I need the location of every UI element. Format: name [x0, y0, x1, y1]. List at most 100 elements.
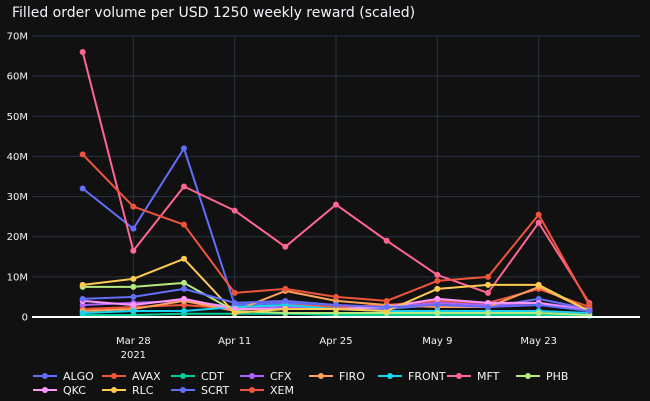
data-point-rlc: [485, 281, 491, 288]
legend-marker-front: [387, 373, 393, 379]
axes: 0 10M 20M 30M 40M 50M 60M 70M Mar 28 2021 Apr 11 Ap…: [7, 32, 640, 361]
data-point-phb: [535, 309, 542, 316]
legend-label-phb: PHB: [546, 370, 568, 383]
legend-item-qkc[interactable]: QKC: [33, 384, 86, 397]
legend[interactable]: ALGO AVAX CDT CFX FIRO FRONT MFT PHB QKC RLC SCRT X…: [33, 370, 568, 397]
data-point-algo: [181, 145, 187, 152]
legend-marker-scrt: [180, 387, 186, 393]
legend-marker-rlc: [111, 387, 117, 393]
legend-marker-qkc: [42, 387, 48, 393]
data-point-scrt: [434, 301, 441, 308]
data-point-xem: [79, 151, 86, 158]
legend-label-firo: FIRO: [339, 370, 365, 383]
data-point-scrt: [79, 295, 86, 302]
data-point-rlc: [434, 285, 441, 292]
legend-marker-phb: [525, 373, 531, 379]
data-point-phb: [485, 309, 491, 316]
data-point-qkc: [181, 295, 187, 302]
data-point-mft: [181, 183, 187, 190]
data-point-mft: [383, 237, 390, 244]
data-point-phb: [130, 283, 137, 290]
legend-item-firo[interactable]: FIRO: [309, 370, 365, 383]
series-scrt: [79, 285, 593, 314]
chart-title: Filled order volume per USD 1250 weekly …: [12, 5, 415, 21]
data-point-front: [181, 307, 187, 314]
legend-marker-cfx: [249, 373, 255, 379]
legend-item-cfx[interactable]: CFX: [240, 370, 292, 383]
data-point-mft: [333, 201, 339, 208]
y-tick-label: 30M: [7, 192, 28, 203]
data-point-xem: [586, 301, 593, 308]
data-point-rlc: [535, 281, 542, 288]
legend-label-cfx: CFX: [270, 370, 292, 383]
legend-item-front[interactable]: FRONT: [378, 370, 446, 383]
data-point-scrt: [383, 303, 390, 310]
data-point-scrt: [535, 301, 542, 308]
data-point-scrt: [333, 301, 339, 308]
legend-label-avax: AVAX: [132, 370, 161, 383]
data-point-xem: [282, 285, 289, 292]
y-tick-label: 50M: [7, 112, 28, 123]
data-point-scrt: [181, 285, 187, 292]
series-mft: [79, 49, 593, 306]
data-point-front: [79, 309, 86, 316]
y-tick-label: 0: [22, 313, 28, 324]
data-point-mft: [79, 49, 86, 56]
data-point-xem: [231, 289, 238, 296]
legend-label-rlc: RLC: [132, 384, 154, 397]
data-point-mft: [434, 271, 441, 278]
legend-marker-firo: [318, 373, 324, 379]
y-tick-label: 10M: [7, 272, 28, 283]
data-point-scrt: [231, 299, 238, 306]
data-point-mft: [282, 243, 289, 250]
legend-label-xem: XEM: [270, 384, 294, 397]
legend-item-cdt[interactable]: CDT: [171, 370, 224, 383]
data-point-qkc: [434, 295, 441, 302]
data-point-rlc: [79, 281, 86, 288]
y-tick-label: 40M: [7, 152, 28, 163]
data-point-xem: [181, 221, 187, 228]
data-point-mft: [535, 219, 542, 226]
legend-item-algo[interactable]: ALGO: [33, 370, 94, 383]
x-tick-label: Apr 11: [218, 336, 251, 347]
x-tick-label: Apr 25: [319, 336, 352, 347]
legend-marker-mft: [456, 373, 462, 379]
data-point-rlc: [130, 275, 137, 282]
data-point-mft: [485, 289, 491, 296]
data-point-scrt: [485, 303, 491, 310]
legend-item-scrt[interactable]: SCRT: [171, 384, 230, 397]
y-tick-label: 20M: [7, 232, 28, 243]
legend-marker-xem: [249, 387, 255, 393]
legend-label-front: FRONT: [408, 370, 446, 383]
data-point-qkc: [130, 301, 137, 308]
y-tick-label: 70M: [7, 32, 28, 43]
legend-item-xem[interactable]: XEM: [240, 384, 294, 397]
data-point-scrt: [130, 293, 137, 300]
grid: [32, 35, 640, 317]
legend-marker-algo: [42, 373, 48, 379]
x-tick-sublabel: 2021: [121, 350, 146, 361]
x-tick-label: Mar 28: [116, 336, 151, 347]
data-point-rlc: [181, 255, 187, 262]
x-tick-label: May 9: [422, 336, 452, 347]
legend-item-rlc[interactable]: RLC: [102, 384, 154, 397]
legend-item-avax[interactable]: AVAX: [102, 370, 161, 383]
data-point-xem: [434, 277, 441, 284]
data-point-xem: [485, 273, 491, 280]
legend-marker-avax: [111, 373, 117, 379]
data-point-scrt: [282, 297, 289, 304]
series-layer: [79, 49, 593, 319]
legend-marker-cdt: [180, 373, 186, 379]
legend-label-qkc: QKC: [63, 384, 86, 397]
legend-label-scrt: SCRT: [201, 384, 230, 397]
data-point-xem: [535, 211, 542, 218]
legend-label-mft: MFT: [477, 370, 500, 383]
data-point-algo: [130, 225, 137, 232]
data-point-phb: [181, 279, 187, 286]
legend-label-cdt: CDT: [201, 370, 224, 383]
legend-item-phb[interactable]: PHB: [516, 370, 568, 383]
data-point-xem: [383, 297, 390, 304]
legend-item-mft[interactable]: MFT: [447, 370, 500, 383]
data-point-mft: [130, 247, 137, 254]
